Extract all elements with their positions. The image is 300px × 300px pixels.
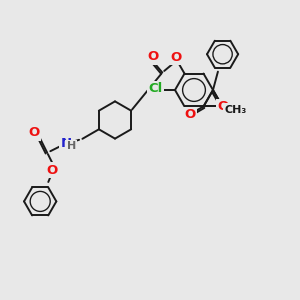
Text: O: O [148,50,159,63]
Text: H: H [67,141,76,151]
Text: O: O [47,164,58,177]
Text: O: O [184,109,196,122]
Text: O: O [217,100,228,113]
Text: Cl: Cl [149,82,163,95]
Text: N: N [61,137,72,150]
Text: CH₃: CH₃ [224,104,247,115]
Text: O: O [170,51,182,64]
Text: O: O [28,126,39,139]
